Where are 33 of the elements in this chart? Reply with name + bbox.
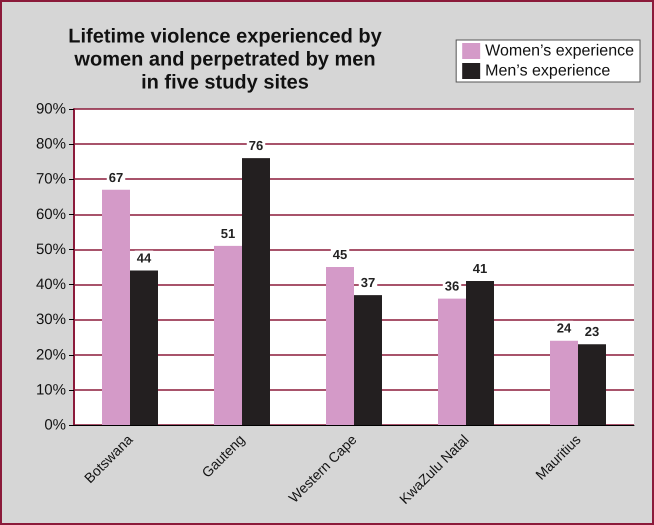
y-tick-label: 60%: [36, 206, 66, 223]
bar: [214, 246, 242, 425]
bar: [242, 158, 270, 425]
data-label: 24: [556, 320, 572, 336]
bar: [102, 190, 130, 425]
data-label: 67: [108, 170, 124, 185]
y-tick-label: 40%: [36, 276, 66, 294]
bar: [578, 344, 606, 425]
chart-title: Lifetime violence experienced by women and perpetrated by men in five study sites: [68, 26, 383, 94]
bar: [354, 295, 382, 425]
data-label: 36: [444, 278, 460, 294]
y-tick-label: 70%: [36, 170, 66, 188]
y-tick-label: 0%: [44, 416, 66, 434]
bar: [550, 340, 578, 425]
data-label: 23: [584, 324, 600, 340]
bar: [326, 267, 354, 425]
y-tick-label: 50%: [36, 240, 66, 258]
data-label: 51: [220, 226, 236, 241]
legend-label: Men’s experience: [485, 62, 610, 80]
bar: [466, 281, 494, 425]
bar: [130, 270, 158, 425]
y-tick-label: 30%: [36, 311, 66, 328]
data-label: 41: [472, 261, 488, 276]
y-tick-label: 20%: [36, 346, 66, 364]
data-label: 76: [248, 138, 264, 154]
data-label: 44: [136, 250, 152, 266]
bar: [438, 298, 466, 425]
y-tick-label: 80%: [36, 136, 66, 153]
data-label: 37: [360, 275, 376, 290]
y-tick-label: 90%: [36, 100, 66, 118]
data-label: 45: [332, 247, 348, 262]
legend-label: Women’s experience: [485, 42, 634, 60]
y-tick-label: 10%: [36, 381, 66, 398]
